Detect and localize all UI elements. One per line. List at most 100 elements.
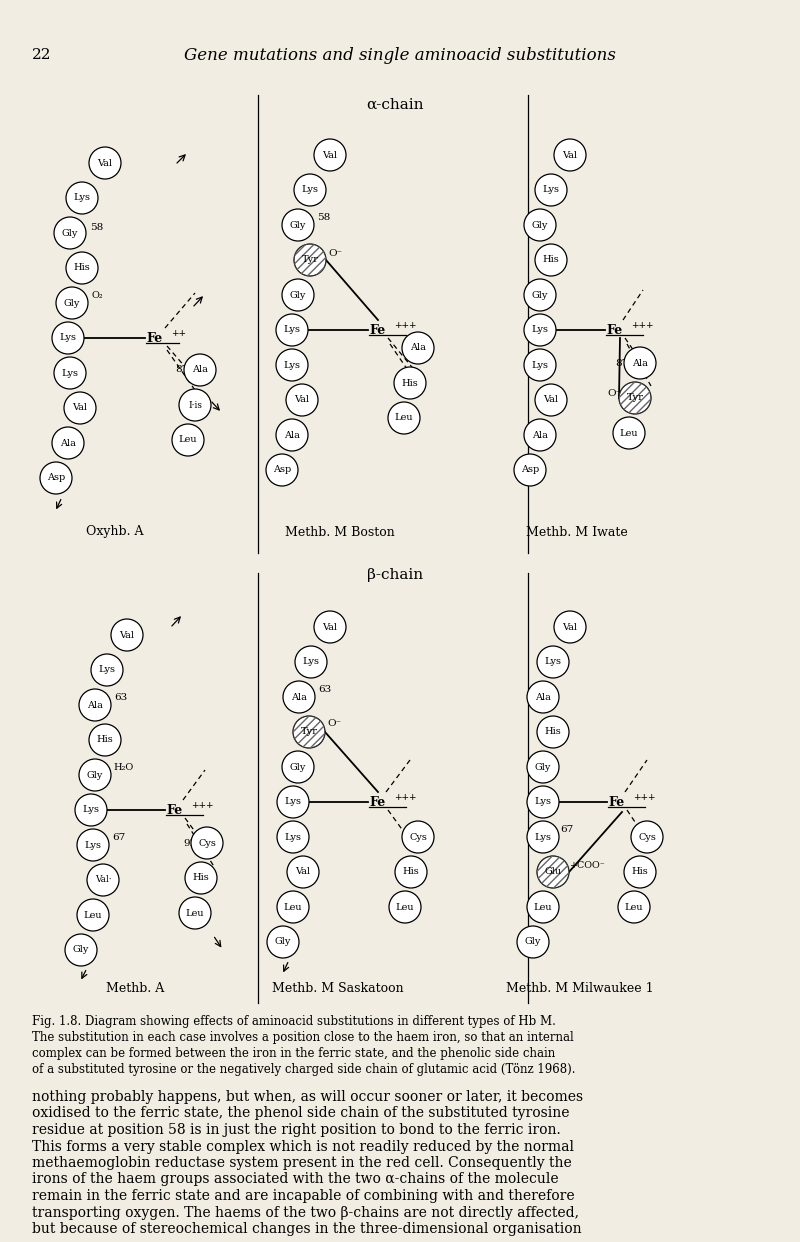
Text: 63: 63	[318, 686, 331, 694]
Circle shape	[293, 715, 325, 748]
Text: 63: 63	[114, 693, 127, 703]
Text: methaemoglobin reductase system present in the red cell. Consequently the: methaemoglobin reductase system present …	[32, 1156, 572, 1170]
Circle shape	[537, 715, 569, 748]
Text: Cys: Cys	[409, 832, 427, 842]
Text: Tyr: Tyr	[302, 256, 318, 265]
Text: oxidised to the ferric state, the phenol side chain of the substituted tyrosine: oxidised to the ferric state, the phenol…	[32, 1107, 570, 1120]
Text: Gly: Gly	[87, 770, 103, 780]
Text: Gly: Gly	[532, 291, 548, 299]
Circle shape	[624, 856, 656, 888]
Text: +++: +++	[633, 792, 655, 801]
Circle shape	[613, 417, 645, 450]
Text: Ala: Ala	[87, 700, 103, 709]
Text: Val: Val	[322, 150, 338, 159]
Text: Gly: Gly	[535, 763, 551, 771]
Circle shape	[77, 899, 109, 932]
Text: Lys: Lys	[285, 832, 302, 842]
Circle shape	[277, 821, 309, 853]
Text: Leu: Leu	[534, 903, 552, 912]
Text: complex can be formed between the iron in the ferric state, and the phenolic sid: complex can be formed between the iron i…	[32, 1047, 555, 1059]
Circle shape	[524, 349, 556, 381]
Text: Val: Val	[562, 150, 578, 159]
Circle shape	[277, 786, 309, 818]
Circle shape	[554, 611, 586, 643]
Text: Val: Val	[543, 395, 558, 405]
Text: Val: Val	[73, 404, 87, 412]
Text: Gly: Gly	[62, 229, 78, 237]
Circle shape	[395, 856, 427, 888]
Text: Ala: Ala	[532, 431, 548, 440]
Circle shape	[54, 356, 86, 389]
Text: Val: Val	[562, 622, 578, 631]
Text: I·is: I·is	[188, 400, 202, 410]
Text: Gly: Gly	[290, 763, 306, 771]
Circle shape	[618, 891, 650, 923]
Circle shape	[276, 314, 308, 347]
Text: Oxyhb. A: Oxyhb. A	[86, 525, 144, 539]
Circle shape	[402, 332, 434, 364]
Circle shape	[282, 279, 314, 310]
Text: Methb. M Milwaukee 1: Methb. M Milwaukee 1	[506, 981, 654, 995]
Text: but because of stereochemical changes in the three-dimensional organisation: but because of stereochemical changes in…	[32, 1222, 582, 1236]
Circle shape	[389, 891, 421, 923]
Circle shape	[286, 384, 318, 416]
Circle shape	[89, 724, 121, 756]
Text: 87: 87	[615, 359, 628, 368]
Text: Lys: Lys	[534, 832, 551, 842]
Circle shape	[66, 252, 98, 284]
Text: His: His	[97, 735, 114, 744]
Circle shape	[287, 856, 319, 888]
Text: The substitution in each case involves a position close to the haem iron, so tha: The substitution in each case involves a…	[32, 1031, 574, 1045]
Circle shape	[65, 934, 97, 966]
Circle shape	[66, 183, 98, 214]
Circle shape	[294, 243, 326, 276]
Circle shape	[314, 139, 346, 171]
Text: Leu: Leu	[186, 908, 204, 918]
Circle shape	[517, 927, 549, 958]
Circle shape	[111, 619, 143, 651]
Text: 67: 67	[112, 833, 126, 842]
Text: Lys: Lys	[542, 185, 559, 195]
Circle shape	[402, 821, 434, 853]
Text: 92: 92	[183, 838, 196, 847]
Text: +++: +++	[191, 801, 214, 810]
Text: nothing probably happens, but when, as will occur sooner or later, it becomes: nothing probably happens, but when, as w…	[32, 1090, 583, 1104]
Circle shape	[56, 287, 88, 319]
Circle shape	[52, 427, 84, 460]
Circle shape	[527, 891, 559, 923]
Circle shape	[87, 864, 119, 895]
Text: His: His	[545, 728, 562, 737]
Text: Ala: Ala	[410, 344, 426, 353]
Text: Cys: Cys	[198, 838, 216, 847]
Circle shape	[52, 322, 84, 354]
Text: Val: Val	[294, 395, 310, 405]
Text: 22: 22	[32, 48, 51, 62]
Circle shape	[631, 821, 663, 853]
Text: Leu: Leu	[620, 428, 638, 437]
Text: His: His	[74, 263, 90, 272]
Text: Lys: Lys	[534, 797, 551, 806]
Text: +++: +++	[631, 320, 654, 329]
Text: This forms a very stable complex which is not readily reduced by the normal: This forms a very stable complex which i…	[32, 1139, 574, 1154]
Text: Lys: Lys	[85, 841, 102, 850]
Circle shape	[394, 366, 426, 399]
Text: Methb. M Saskatoon: Methb. M Saskatoon	[272, 981, 404, 995]
Circle shape	[524, 279, 556, 310]
Text: Fe: Fe	[147, 332, 163, 344]
Text: Lys: Lys	[82, 806, 99, 815]
Circle shape	[282, 209, 314, 241]
Text: Gene mutations and single aminoacid substitutions: Gene mutations and single aminoacid subs…	[184, 46, 616, 63]
Text: Val·: Val·	[94, 876, 111, 884]
Text: Ala: Ala	[60, 438, 76, 447]
Text: H₂O: H₂O	[113, 763, 134, 771]
Text: Ala: Ala	[291, 693, 307, 702]
Circle shape	[179, 389, 211, 421]
Text: Cys: Cys	[638, 832, 656, 842]
Text: Lys: Lys	[59, 334, 77, 343]
Text: Lys: Lys	[283, 360, 301, 370]
Circle shape	[283, 681, 315, 713]
Circle shape	[91, 655, 123, 686]
Circle shape	[388, 402, 420, 433]
Text: Lys: Lys	[98, 666, 115, 674]
Circle shape	[295, 646, 327, 678]
